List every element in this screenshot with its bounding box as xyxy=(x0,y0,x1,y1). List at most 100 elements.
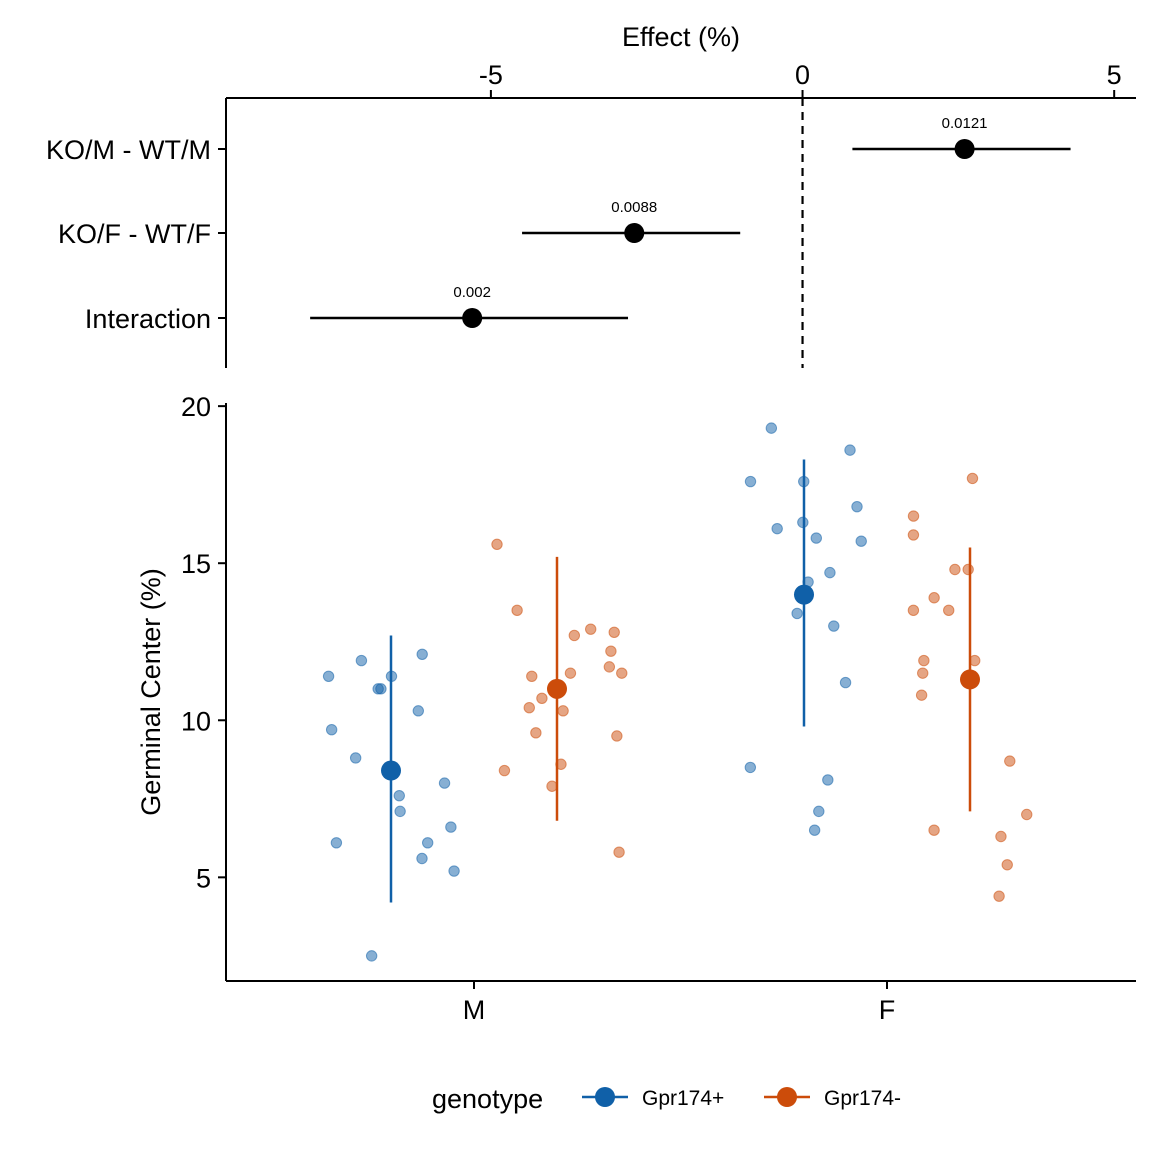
forest-x-tick-label: -5 xyxy=(479,60,503,90)
data-point xyxy=(744,761,757,774)
forest-estimate-point xyxy=(954,139,975,159)
data-point xyxy=(791,607,803,620)
data-point xyxy=(844,444,856,456)
data-point xyxy=(330,837,343,849)
data-point xyxy=(1021,808,1033,821)
scatter-y-axis-title: Germinal Center (%) xyxy=(136,568,166,816)
legend-title: genotype xyxy=(432,1084,543,1114)
data-point xyxy=(412,705,424,717)
scatter-panel: Germinal Center (%) 5 10 15 20 M F xyxy=(136,392,1136,1025)
data-point xyxy=(771,522,783,535)
data-point xyxy=(962,563,974,576)
data-point xyxy=(907,529,920,541)
data-point xyxy=(822,774,834,786)
data-point xyxy=(564,667,577,679)
data-point xyxy=(365,950,378,962)
data-point xyxy=(765,422,778,434)
scatter-points xyxy=(322,422,1033,962)
summary-mean-point xyxy=(547,678,567,699)
scatter-y-tick-label: 15 xyxy=(181,549,211,579)
data-point xyxy=(995,830,1007,843)
scatter-y-tick-label: 5 xyxy=(196,863,211,893)
scatter-x-tick-label: M xyxy=(463,995,486,1025)
data-point xyxy=(523,702,535,714)
data-point xyxy=(416,852,428,865)
data-point xyxy=(828,620,840,632)
data-point xyxy=(907,510,920,522)
data-point xyxy=(839,676,852,689)
data-point xyxy=(511,604,523,617)
data-point xyxy=(325,723,338,736)
forest-row-label: KO/F - WT/F xyxy=(58,219,211,249)
scatter-x-tick-label: F xyxy=(879,995,896,1025)
summary-mean-point xyxy=(381,760,401,781)
scatter-y-ticks: 5 10 15 20 xyxy=(181,392,226,893)
forest-x-ticks: -5 0 5 xyxy=(479,60,1122,98)
scatter-y-tick-label: 10 xyxy=(181,706,211,736)
data-point xyxy=(810,532,822,544)
scatter-summary xyxy=(381,459,980,903)
data-point xyxy=(322,670,335,682)
data-point xyxy=(949,563,961,576)
forest-p-value-label: 0.0088 xyxy=(611,199,657,216)
data-point xyxy=(1004,755,1016,767)
forest-panel: Effect (%) -5 0 5 KO/M - WT/M 0.0121 KO/F - … xyxy=(46,22,1136,368)
data-point xyxy=(605,645,617,657)
scatter-y-tick-label: 20 xyxy=(181,392,211,422)
data-point xyxy=(421,837,434,849)
data-point xyxy=(915,689,928,701)
data-point xyxy=(808,824,821,836)
legend-label: Gpr174+ xyxy=(642,1087,724,1110)
forest-x-tick-label: 5 xyxy=(1107,60,1122,90)
data-point xyxy=(616,667,628,679)
data-point xyxy=(349,752,362,764)
data-point xyxy=(917,667,929,679)
data-point xyxy=(744,475,757,488)
data-point xyxy=(608,626,620,639)
forest-p-value-label: 0.0121 xyxy=(942,115,988,132)
data-point xyxy=(966,472,979,485)
data-point xyxy=(907,604,920,617)
forest-rows: KO/M - WT/M 0.0121 KO/F - WT/F 0.0088 Intera… xyxy=(46,115,1071,334)
data-point xyxy=(568,629,581,642)
forest-estimate-point xyxy=(624,223,645,243)
data-point xyxy=(394,805,406,818)
data-point xyxy=(824,566,836,579)
forest-row-label: Interaction xyxy=(85,304,211,334)
data-point xyxy=(445,821,457,833)
data-point xyxy=(855,535,867,547)
data-point xyxy=(557,705,569,717)
data-point xyxy=(928,592,940,604)
data-point xyxy=(1001,859,1013,871)
data-point xyxy=(603,661,616,673)
data-point xyxy=(355,654,368,667)
data-point xyxy=(943,604,955,617)
data-point xyxy=(928,824,940,836)
data-point xyxy=(536,692,548,704)
legend-items: Gpr174+ Gpr174- xyxy=(582,1087,901,1110)
forest-x-tick-label: 0 xyxy=(795,60,810,90)
data-point xyxy=(585,623,597,635)
data-point xyxy=(438,777,451,789)
data-point xyxy=(375,683,387,695)
forest-p-value-label: 0.002 xyxy=(453,284,491,301)
summary-mean-point xyxy=(794,584,814,605)
forest-x-axis-title: Effect (%) xyxy=(622,22,740,52)
summary-mean-point xyxy=(960,669,980,690)
data-point xyxy=(448,865,460,877)
data-point xyxy=(498,764,511,777)
data-point xyxy=(613,846,625,858)
data-point xyxy=(526,670,538,682)
legend-key-point xyxy=(777,1087,797,1107)
data-point xyxy=(993,890,1005,902)
forest-estimate-point xyxy=(462,308,483,328)
data-point xyxy=(491,538,503,551)
data-point xyxy=(611,730,623,742)
legend: genotype Gpr174+ Gpr174- xyxy=(432,1084,901,1114)
data-point xyxy=(851,500,863,513)
data-point xyxy=(416,648,428,661)
data-point xyxy=(813,805,825,818)
legend-key-point xyxy=(595,1087,615,1107)
data-point xyxy=(530,727,542,739)
